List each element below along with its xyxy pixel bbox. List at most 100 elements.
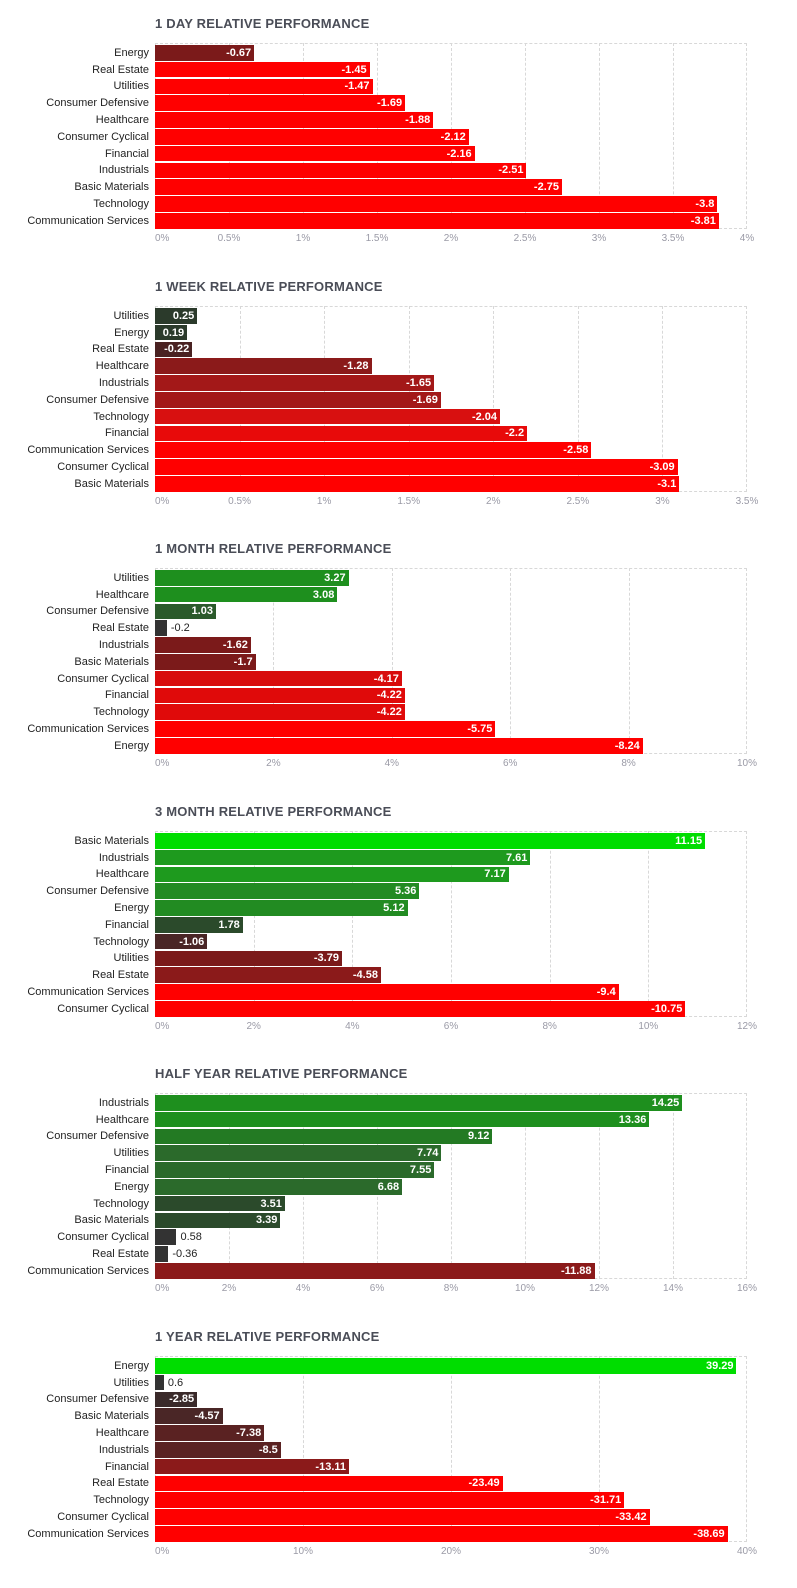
category-label: Consumer Cyclical — [57, 672, 149, 685]
bar[interactable] — [155, 1179, 403, 1195]
bar[interactable] — [155, 1391, 198, 1408]
bar[interactable] — [155, 1458, 350, 1475]
bar-value-label: -2.75 — [533, 181, 559, 194]
bar[interactable] — [155, 1229, 177, 1245]
bar-value-label: -1.62 — [222, 638, 248, 651]
bar[interactable] — [155, 1111, 650, 1128]
bar[interactable] — [155, 570, 349, 586]
bar[interactable] — [155, 704, 405, 720]
bar[interactable] — [155, 1095, 683, 1111]
bar[interactable] — [155, 721, 496, 737]
bar-value-label: 1.03 — [191, 605, 213, 618]
category-label: Communication Services — [27, 1264, 149, 1277]
bar[interactable] — [155, 670, 402, 687]
bar-value-label: -33.42 — [615, 1510, 647, 1523]
bar-value-label: -2.58 — [563, 444, 589, 457]
bar[interactable] — [155, 1492, 625, 1508]
bar[interactable] — [155, 341, 193, 358]
bar[interactable] — [155, 179, 562, 195]
bar[interactable] — [155, 1128, 493, 1145]
bar[interactable] — [155, 1425, 265, 1441]
bar[interactable] — [155, 145, 475, 162]
bar[interactable] — [155, 637, 251, 653]
category-label: Consumer Cyclical — [57, 460, 149, 473]
bar[interactable] — [155, 984, 619, 1000]
bar-value-label: -38.69 — [693, 1527, 725, 1540]
bar[interactable] — [155, 1212, 281, 1229]
bar[interactable] — [155, 476, 680, 492]
plot-area: 0% 2% 4% 6% 8% 10% 12% 11.15 7.61 7.17 5.36 5.12 1.7… — [155, 831, 757, 1032]
bar[interactable] — [155, 1442, 281, 1458]
bar[interactable] — [155, 603, 216, 620]
bar[interactable] — [155, 849, 531, 866]
category-label: Basic Materials — [74, 477, 149, 490]
bar[interactable] — [155, 459, 678, 475]
bar[interactable] — [155, 358, 372, 374]
bar-value-label: -0.22 — [164, 343, 190, 356]
bar[interactable] — [155, 654, 256, 670]
bar[interactable] — [155, 883, 420, 899]
bar[interactable] — [155, 129, 469, 145]
bar[interactable] — [155, 78, 373, 95]
bar[interactable] — [155, 45, 255, 61]
category-label: Utilities — [113, 1147, 149, 1160]
gridline — [451, 1356, 452, 1542]
bar[interactable] — [155, 738, 643, 754]
bar[interactable] — [155, 1162, 435, 1178]
bar[interactable] — [155, 61, 370, 78]
category-label: Communication Services — [27, 444, 149, 457]
bar[interactable] — [155, 95, 406, 111]
bar[interactable] — [155, 162, 527, 179]
chart-title: 1 WEEK RELATIVE PERFORMANCE — [155, 279, 383, 294]
bar[interactable] — [155, 1374, 164, 1391]
bar[interactable] — [155, 900, 408, 916]
bar[interactable] — [155, 1246, 169, 1262]
bar[interactable] — [155, 1526, 728, 1542]
bar[interactable] — [155, 1263, 595, 1279]
bar[interactable] — [155, 1001, 686, 1017]
bar[interactable] — [155, 1358, 737, 1374]
bar[interactable] — [155, 950, 342, 967]
gridline — [673, 1093, 674, 1279]
bar[interactable] — [155, 620, 167, 636]
x-tick-label: 10% — [736, 758, 757, 769]
bar[interactable] — [155, 917, 243, 933]
bar[interactable] — [155, 586, 338, 603]
bar[interactable] — [155, 866, 509, 883]
bar-value-label: -1.65 — [406, 376, 432, 389]
bar[interactable] — [155, 408, 501, 425]
bar[interactable] — [155, 392, 441, 408]
chart-title: HALF YEAR RELATIVE PERFORMANCE — [155, 1066, 408, 1081]
bar[interactable] — [155, 375, 435, 391]
category-label: Consumer Defensive — [46, 97, 149, 110]
bar[interactable] — [155, 687, 405, 704]
bar[interactable] — [155, 1195, 285, 1212]
category-label: Healthcare — [95, 113, 149, 126]
gridline — [510, 568, 512, 754]
bar[interactable] — [155, 1145, 442, 1161]
category-label: Industrials — [98, 376, 149, 389]
bar[interactable] — [155, 442, 592, 458]
bar[interactable] — [155, 933, 208, 950]
category-label: Basic Materials — [74, 1410, 149, 1423]
chart-title: 1 MONTH RELATIVE PERFORMANCE — [155, 541, 392, 556]
bar[interactable] — [155, 324, 188, 341]
x-tick-label: 1.5% — [397, 496, 421, 507]
bar[interactable] — [155, 196, 718, 212]
gridline — [303, 1356, 304, 1542]
bar-value-label: -4.22 — [376, 689, 402, 702]
category-label: Technology — [93, 1197, 149, 1210]
bar-value-label: 7.74 — [416, 1147, 439, 1160]
bar[interactable] — [155, 112, 434, 128]
bar[interactable] — [155, 967, 381, 983]
bar[interactable] — [155, 833, 706, 849]
bar[interactable] — [155, 1408, 223, 1424]
bar[interactable] — [155, 213, 719, 229]
category-label: Communication Services — [27, 722, 149, 735]
gridline — [525, 1093, 526, 1279]
bar[interactable] — [155, 425, 528, 442]
bar[interactable] — [155, 1475, 503, 1492]
bar-value-label: -3.1 — [657, 477, 677, 490]
bar[interactable] — [155, 1509, 650, 1525]
bar[interactable] — [155, 308, 198, 324]
